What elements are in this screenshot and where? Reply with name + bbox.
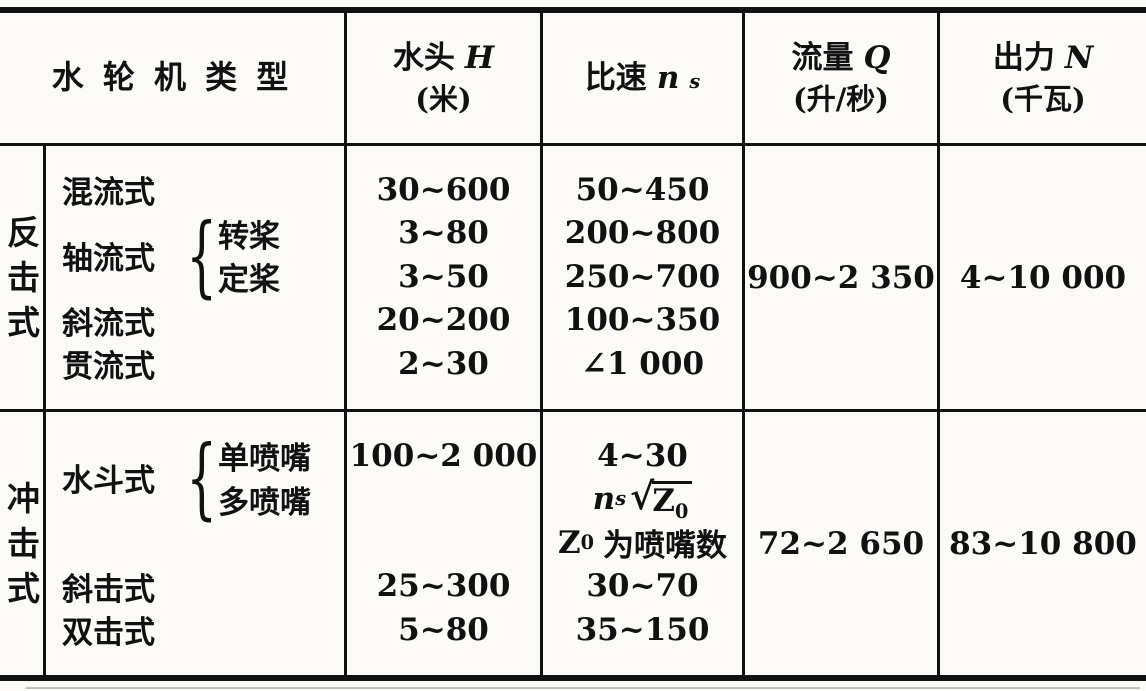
power-value-impulse: 83~10 800 (949, 525, 1137, 562)
radical-icon: √ (630, 473, 655, 518)
head-column-impulse: 100~2 000 25~300 5~80 (347, 412, 543, 675)
branch-item: 定桨 (218, 262, 280, 299)
type-name: 斜流式 (62, 305, 155, 342)
scan-artifact-line (26, 687, 1140, 689)
group-char: 击 (7, 524, 40, 563)
type-name: 混流式 (62, 175, 155, 212)
group-char: 反 (7, 213, 40, 252)
brace-icon: { (186, 203, 218, 307)
head-range (347, 521, 540, 565)
speed-range: 30~70 (586, 568, 699, 605)
head-symbol: H (464, 39, 495, 76)
brace-icon: { (186, 426, 218, 529)
speed-symbol: n (656, 59, 680, 96)
col-header-specific-speed: 比速 n s (543, 13, 745, 146)
group-char: 式 (7, 569, 40, 608)
type-name: 水斗式 (62, 463, 155, 499)
speed-column-reaction: 50~450 200~800 250~700 100~350 ∠1 000 (543, 146, 745, 412)
head-header-line1: 水头 H (392, 39, 495, 76)
head-range: 2~30 (398, 345, 489, 382)
head-range: 100~2 000 (349, 437, 538, 474)
head-range: 3~50 (398, 258, 489, 295)
branch-items: 转桨 定桨 (218, 212, 280, 299)
speed-range: 35~150 (575, 611, 710, 648)
col-header-head: 水头 H (米) (347, 13, 543, 146)
speed-column-impulse: 4~30 n s √ Z0 Z 0 为喷嘴数 30~70 35~150 (543, 412, 745, 675)
type-column-reaction: 混流式 轴流式 { 转桨 定桨 斜流式 贯流式 (46, 146, 347, 412)
speed-header-line: 比速 n s (584, 59, 701, 96)
square-root: √ Z0 (630, 473, 693, 521)
group-label-impulse: 冲 击 式 (0, 412, 46, 675)
power-symbol: N (1064, 39, 1094, 76)
col-header-power: 出力 N (千瓦) (940, 13, 1146, 146)
speed-name: 比速 (584, 59, 647, 96)
flow-unit: (升/秒) (792, 81, 890, 116)
radicand-symbol: Z (652, 482, 675, 519)
type-name: 轴流式 (62, 240, 155, 277)
head-name: 水头 (392, 39, 455, 76)
nozzle-count-note: Z 0 为喷嘴数 (543, 521, 742, 565)
turbine-type-header-label: 水 轮 机 类 型 (51, 58, 293, 97)
speed-range: 50~450 (575, 171, 710, 208)
power-header-line1: 出力 N (992, 39, 1094, 76)
group-char: 击 (7, 258, 40, 297)
type-name: 双击式 (62, 615, 155, 652)
head-unit: (米) (415, 81, 472, 116)
type-branch-axial: 轴流式 { 转桨 定桨 (46, 203, 344, 307)
type-name: 贯流式 (62, 349, 155, 386)
head-range (347, 478, 540, 522)
formula-symbol: n (592, 481, 616, 518)
head-column-reaction: 30~600 3~80 3~50 20~200 2~30 (347, 146, 543, 412)
note-text: 为喷嘴数 (603, 528, 727, 565)
speed-range: 250~700 (564, 258, 721, 295)
type-name: 斜击式 (62, 571, 155, 608)
flow-value-reaction: 900~2 350 (745, 146, 940, 412)
branch-items: 单喷嘴 多喷嘴 (218, 434, 311, 521)
branch-item: 多喷嘴 (218, 484, 311, 521)
speed-range: 4~30 (597, 437, 688, 474)
type-column-impulse: 水斗式 { 单喷嘴 多喷嘴 斜击式 双击式 (46, 412, 347, 675)
flow-header-line1: 流量 Q (791, 39, 891, 76)
col-header-flow: 流量 Q (升/秒) (745, 13, 940, 146)
branch-item: 转桨 (218, 218, 280, 255)
flow-symbol: Q (863, 39, 891, 76)
speed-range: 100~350 (564, 302, 721, 339)
radicand: Z0 (652, 480, 693, 521)
specific-speed-formula: n s √ Z0 (543, 473, 742, 521)
head-range: 25~300 (376, 568, 511, 605)
group-char: 冲 (7, 479, 40, 518)
type-branch-pelton: 水斗式 { 单喷嘴 多喷嘴 (46, 426, 344, 529)
speed-range: 200~800 (564, 215, 721, 252)
power-value-reaction: 4~10 000 (940, 146, 1146, 412)
power-unit: (千瓦) (1000, 81, 1086, 116)
head-range: 3~80 (398, 215, 489, 252)
head-range: 5~80 (398, 611, 489, 648)
branch-item: 单喷嘴 (218, 441, 311, 478)
col-header-turbine-type: 水 轮 机 类 型 (0, 13, 347, 146)
group-char: 式 (7, 303, 40, 342)
turbine-parameter-table: 水 轮 机 类 型 水头 H (米) 比速 n s 流量 Q (升/秒) 出力 N (千瓦… (0, 7, 1146, 681)
note-symbol: Z (557, 524, 581, 561)
speed-range: ∠1 000 (580, 345, 705, 382)
power-name: 出力 (992, 39, 1055, 76)
head-range: 20~200 (376, 302, 511, 339)
head-range: 30~600 (376, 171, 511, 208)
flow-name: 流量 (791, 39, 854, 76)
flow-value-impulse: 72~2 650 (745, 412, 940, 675)
group-label-reaction: 反 击 式 (0, 146, 46, 412)
radicand-sub: 0 (674, 499, 689, 523)
